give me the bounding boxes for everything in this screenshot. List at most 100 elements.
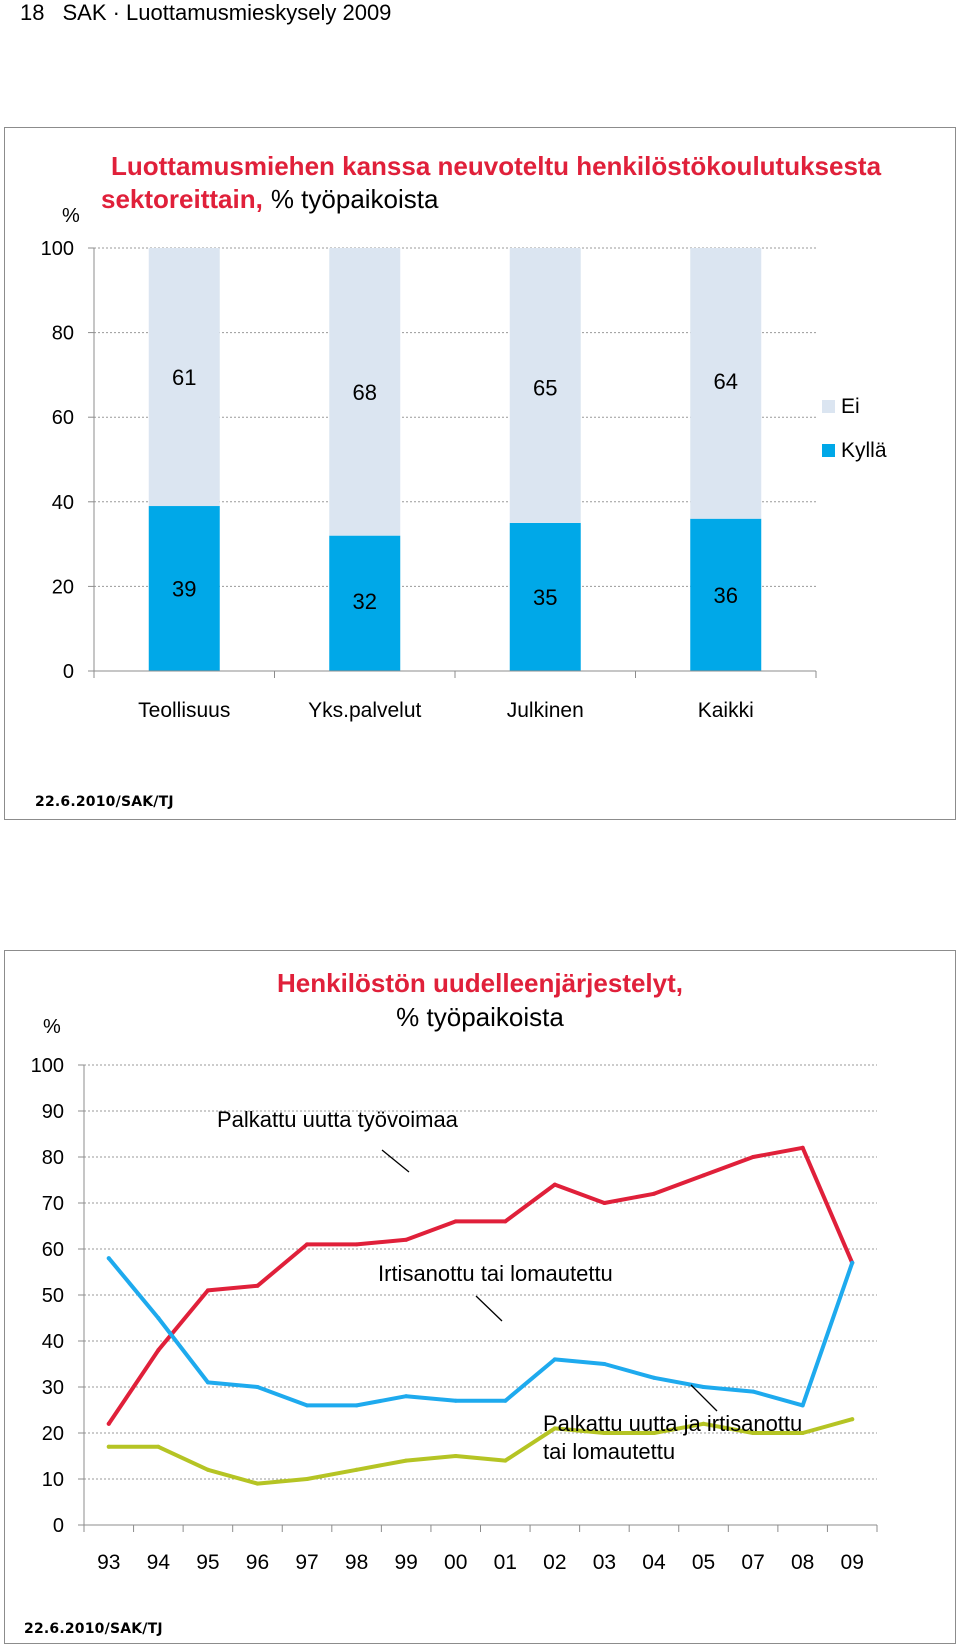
c2-point [255, 1283, 260, 1288]
c2-point [651, 1191, 656, 1196]
c1-data-label: 35 [533, 585, 557, 610]
c2-point [503, 1398, 508, 1403]
c2-point [106, 1444, 111, 1449]
line-chart-panel: Henkilöstön uudelleenjärjestelyt, % työp… [4, 950, 956, 1644]
c2-point [453, 1398, 458, 1403]
c2-ytick-label: 90 [42, 1101, 64, 1123]
c2-point [701, 1173, 706, 1178]
c2-point [850, 1417, 855, 1422]
c2-xtick-label: 95 [196, 1551, 219, 1574]
c2-point [453, 1454, 458, 1458]
c2-point [453, 1219, 458, 1224]
c1-ytick-label: 0 [63, 661, 74, 683]
c1-bar-ei [509, 248, 581, 523]
c2-point [800, 1145, 805, 1150]
chart1-unit-label: % [62, 205, 80, 227]
c2-point [552, 1182, 557, 1187]
c2-point [701, 1421, 706, 1426]
c2-ytick-label: 60 [42, 1239, 64, 1261]
c2-xtick-label: 07 [741, 1551, 764, 1574]
c2-xtick-label: 96 [246, 1551, 269, 1574]
publication-title: SAK · Luottamusmieskysely 2009 [62, 0, 392, 25]
c2-xtick-label: 04 [642, 1551, 666, 1574]
c1-data-label: 64 [714, 369, 738, 394]
c2-point [602, 1362, 607, 1366]
c1-legend-label: Ei [841, 395, 860, 418]
c2-point [800, 1403, 805, 1408]
c1-ytick-label: 80 [52, 323, 74, 345]
c1-bar-kylla [148, 506, 220, 671]
c1-bar-ei [690, 248, 762, 519]
c1-data-label: 39 [172, 577, 196, 602]
c1-bar-ei [148, 248, 220, 507]
c2-xtick-label: 03 [593, 1551, 616, 1574]
c2-xtick-label: 02 [543, 1551, 566, 1574]
c2-point [751, 1431, 756, 1435]
c2-point [651, 1431, 656, 1435]
c2-point [503, 1219, 508, 1224]
c2-ytick-label: 0 [53, 1515, 64, 1537]
c2-point [156, 1348, 161, 1353]
c1-category-label: Julkinen [507, 699, 584, 722]
c2-xtick-label: 94 [147, 1551, 171, 1574]
c2-point [404, 1458, 409, 1463]
c2-point [156, 1316, 161, 1320]
c2-point [305, 1403, 310, 1408]
c2-annotation-text: tai lomautettu [543, 1439, 675, 1464]
chart1-footer: 22.6.2010/SAK/TJ [35, 794, 174, 810]
c2-ytick-label: 100 [31, 1055, 64, 1077]
c2-ytick-label: 30 [42, 1377, 64, 1399]
c1-ytick-label: 20 [52, 576, 74, 598]
page-number: 18 [20, 0, 45, 25]
c2-xtick-label: 99 [394, 1551, 417, 1574]
c2-annotation-text: Palkattu uutta ja irtisanottu [543, 1411, 802, 1436]
c1-legend-label: Kyllä [841, 439, 887, 462]
c2-point [751, 1155, 756, 1159]
c2-point [751, 1389, 756, 1394]
c2-point [106, 1421, 111, 1426]
c1-data-label: 36 [714, 583, 738, 608]
c2-ytick-label: 10 [42, 1469, 64, 1491]
c2-xtick-label: 05 [692, 1551, 715, 1574]
c2-xtick-label: 08 [791, 1551, 814, 1574]
c2-point [255, 1385, 260, 1389]
bar-chart: Luottamusmiehen kanssa neuvoteltu henkil… [41, 151, 887, 722]
c2-point [354, 1403, 359, 1408]
c2-point [205, 1380, 210, 1385]
c1-legend-swatch [822, 400, 835, 413]
c2-ytick-label: 40 [42, 1331, 64, 1353]
c1-data-label: 32 [353, 589, 377, 614]
c1-legend-swatch [822, 444, 835, 457]
c2-ytick-label: 70 [42, 1193, 64, 1215]
c2-ytick-label: 80 [42, 1147, 64, 1169]
chart1-title-line1: Luottamusmiehen kanssa neuvoteltu henkil… [111, 151, 882, 181]
c2-xtick-label: 97 [295, 1551, 318, 1574]
c1-ytick-label: 60 [52, 407, 74, 429]
c1-data-label: 61 [172, 365, 196, 390]
c1-bar-ei [329, 248, 401, 536]
c2-point [850, 1260, 855, 1265]
c1-bar-kylla [329, 535, 401, 671]
c2-point [354, 1242, 359, 1247]
c1-bar-kylla [509, 522, 581, 671]
chart2-unit-label: % [43, 1016, 61, 1038]
page-header: 18 SAK · Luottamusmieskysely 2009 [20, 0, 391, 26]
c2-series-line-2 [106, 1417, 855, 1486]
c2-point [651, 1375, 656, 1380]
chart2-title-line2: % työpaikoista [396, 1002, 564, 1032]
c1-bar-kylla [690, 518, 762, 671]
c1-ytick-label: 100 [41, 238, 74, 260]
c1-data-label: 68 [353, 380, 377, 405]
c2-series-line-1 [106, 1256, 855, 1408]
c2-point [552, 1426, 557, 1431]
c2-annotation-text: Irtisanottu tai lomautettu [378, 1261, 613, 1286]
c2-point [156, 1444, 161, 1449]
c2-series-line-0 [106, 1145, 855, 1426]
c1-ytick-label: 40 [52, 492, 74, 514]
chart1-title-line2: sektoreittain,% työpaikoista [101, 184, 439, 214]
c2-point [305, 1242, 310, 1247]
c2-point [552, 1357, 557, 1362]
bar-chart-panel: Luottamusmiehen kanssa neuvoteltu henkil… [4, 127, 956, 820]
c2-point [255, 1481, 260, 1486]
c1-category-label: Yks.palvelut [308, 699, 421, 722]
